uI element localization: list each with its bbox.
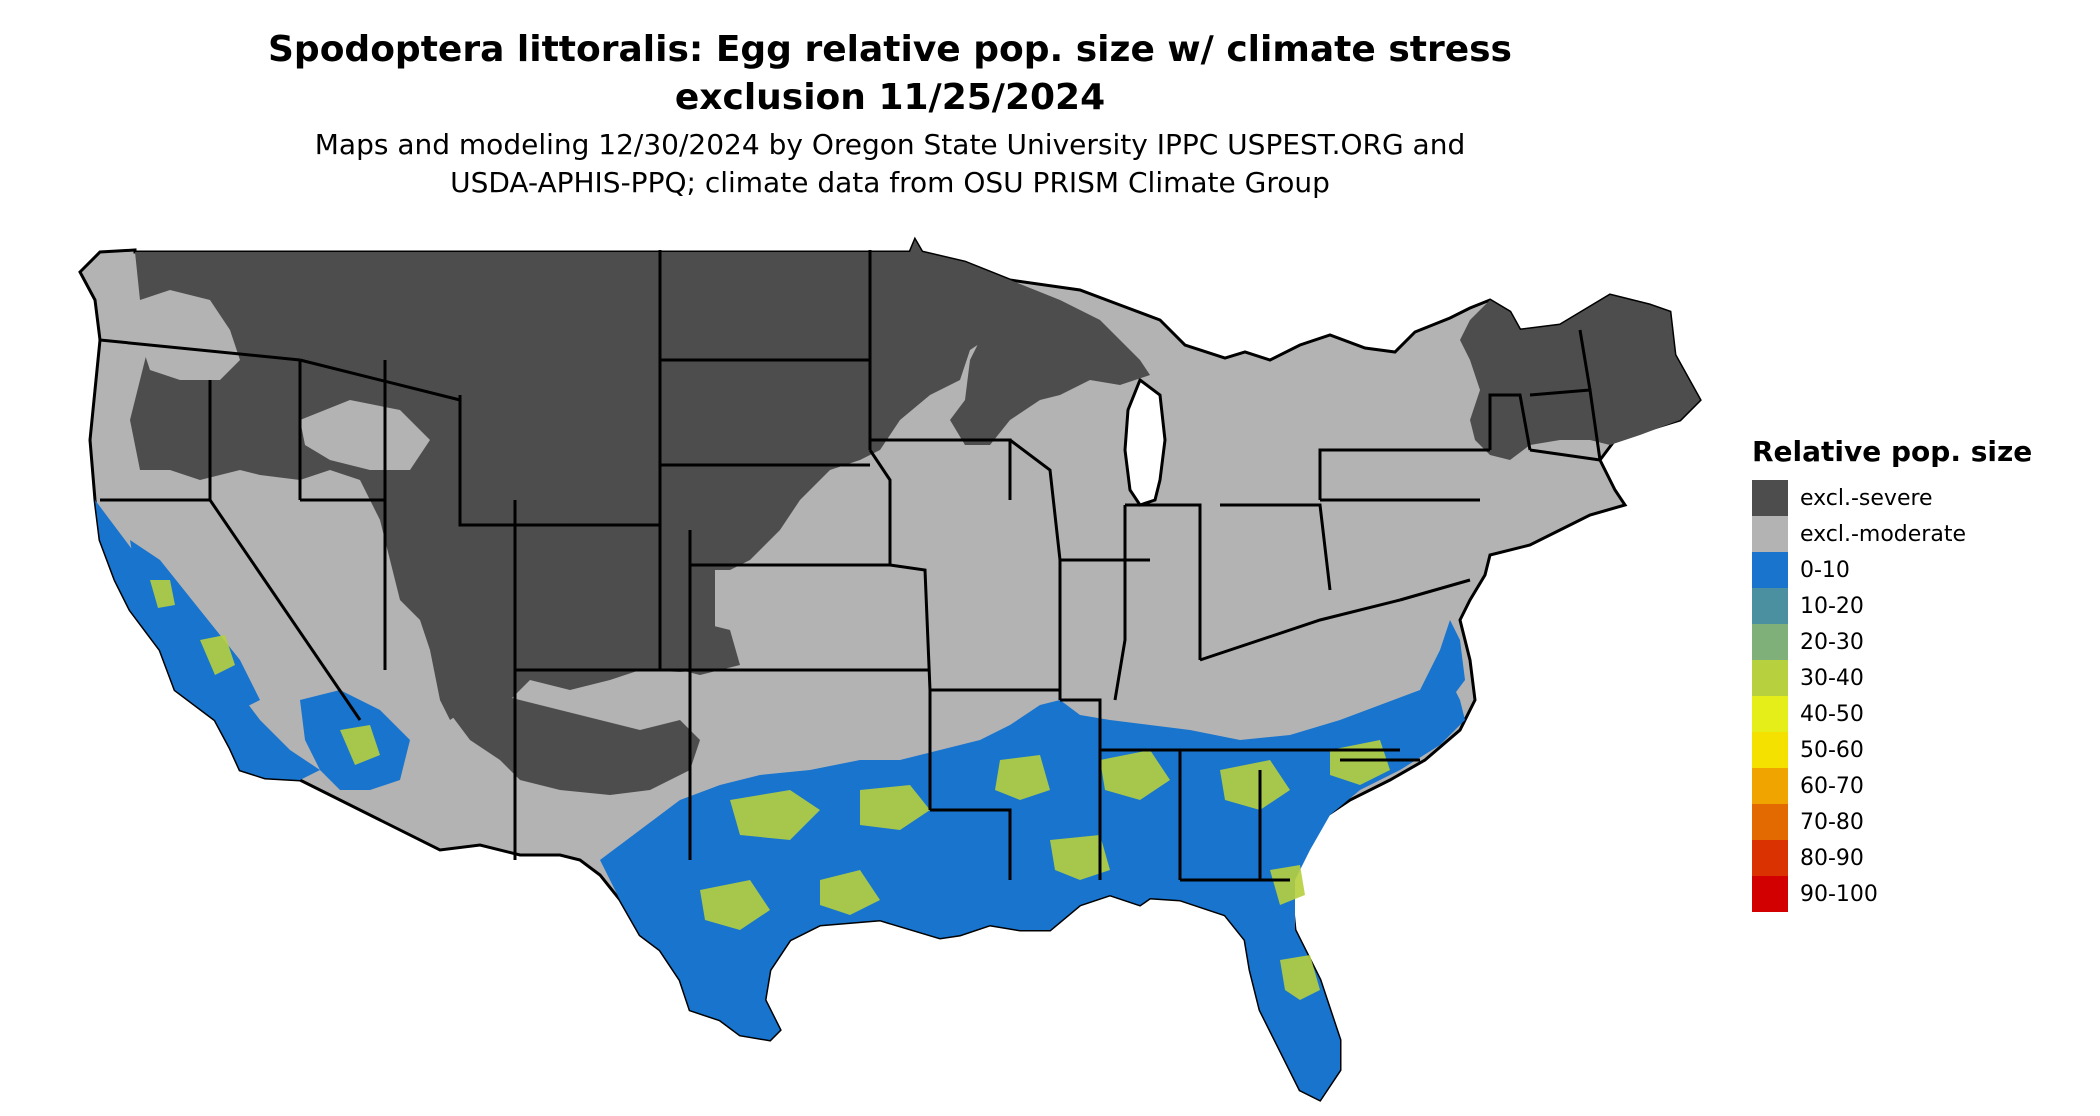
legend-swatch (1752, 516, 1788, 552)
excl-moderate-great-basin (210, 490, 430, 700)
legend-item: 70-80 (1752, 804, 2082, 840)
suitable-atlantic-coast (1420, 620, 1465, 700)
legend-label: excl.-severe (1800, 485, 1933, 511)
legend-swatch (1752, 480, 1788, 516)
suitable-30-40-patches (150, 580, 1390, 1000)
legend-swatch (1752, 624, 1788, 660)
legend-swatch (1752, 732, 1788, 768)
legend-swatch (1752, 876, 1788, 912)
legend-label: 70-80 (1800, 809, 1864, 835)
legend-item: 50-60 (1752, 732, 2082, 768)
lake-michigan (1123, 377, 1167, 507)
legend-item: excl.-severe (1752, 480, 2082, 516)
legend-title: Relative pop. size (1752, 435, 2033, 468)
legend-label: 90-100 (1800, 881, 1878, 907)
legend-label: 0-10 (1800, 557, 1850, 583)
legend-label: 20-30 (1800, 629, 1864, 655)
legend-swatch (1752, 768, 1788, 804)
excl-severe-colorado-plateau (525, 520, 740, 675)
legend-swatch (1752, 840, 1788, 876)
legend-label: 50-60 (1800, 737, 1864, 763)
legend-swatch (1752, 588, 1788, 624)
map-subtitle: Maps and modeling 12/30/2024 by Oregon S… (314, 128, 1466, 199)
legend-swatch (1752, 804, 1788, 840)
legend-label: 40-50 (1800, 701, 1864, 727)
legend-label: excl.-moderate (1800, 521, 1966, 547)
legend-item: 0-10 (1752, 552, 2082, 588)
legend-item: 40-50 (1752, 696, 2082, 732)
legend-label: 10-20 (1800, 593, 1864, 619)
legend-item: 20-30 (1752, 624, 2082, 660)
legend-item: 90-100 (1752, 876, 2082, 912)
legend-item: 10-20 (1752, 588, 2082, 624)
legend-label: 30-40 (1800, 665, 1864, 691)
map-title: Spodoptera littoralis: Egg relative pop.… (268, 29, 1512, 118)
legend-items: excl.-severe excl.-moderate 0-10 10-20 2… (1752, 480, 2082, 912)
legend-swatch (1752, 660, 1788, 696)
legend-label: 80-90 (1800, 845, 1864, 871)
legend-item: 80-90 (1752, 840, 2082, 876)
excl-severe-southwest (440, 690, 700, 795)
legend-item: 60-70 (1752, 768, 2082, 804)
legend-swatch (1752, 552, 1788, 588)
legend-swatch (1752, 696, 1788, 732)
legend-label: 60-70 (1800, 773, 1864, 799)
us-map (78, 236, 1702, 1102)
legend: Relative pop. size excl.-severe excl.-mo… (1752, 434, 2082, 912)
excl-moderate-washington (140, 290, 240, 380)
legend-item: excl.-moderate (1752, 516, 2082, 552)
legend-item: 30-40 (1752, 660, 2082, 696)
excl-severe-upper-midwest (950, 262, 1150, 445)
excl-moderate-snake-river (300, 400, 430, 470)
state-borders (99, 250, 1602, 882)
excl-severe-northeast (1460, 295, 1700, 460)
